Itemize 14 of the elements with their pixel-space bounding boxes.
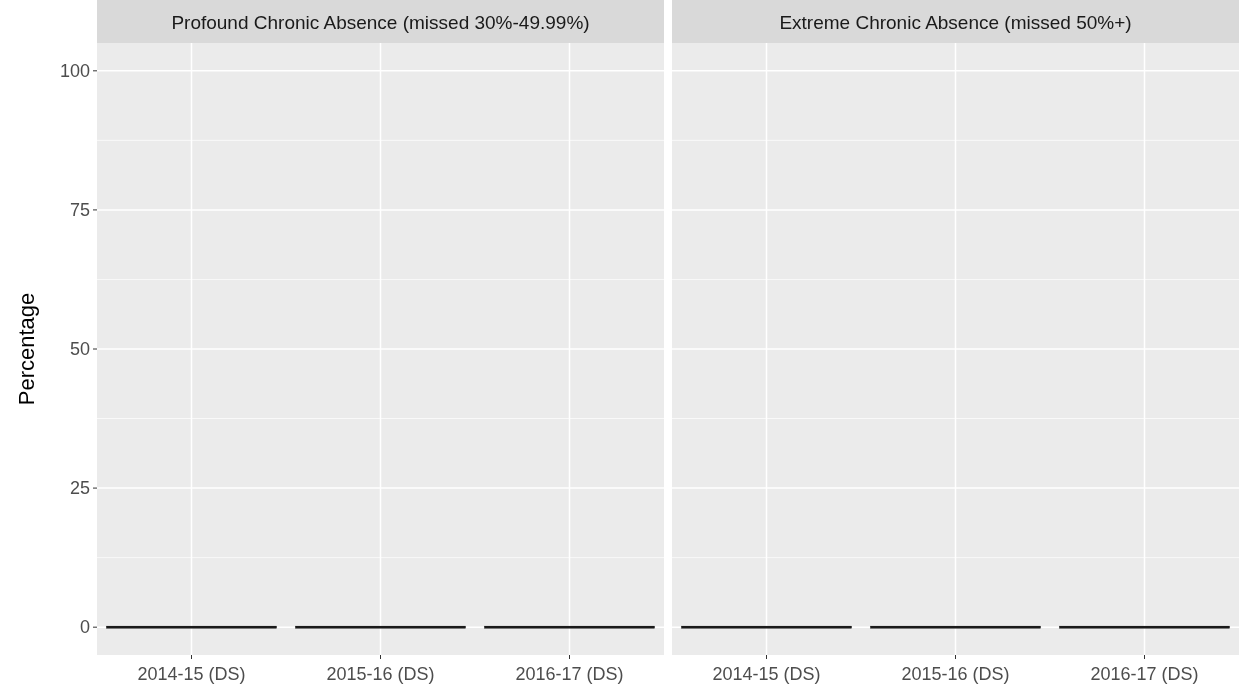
x-tick-label: 2014-15 (DS) <box>137 664 246 684</box>
y-tick-label: 75 <box>69 199 90 220</box>
y-tick-label: 50 <box>69 339 90 359</box>
x-tick-label: 2016-17 (DS) <box>515 664 624 684</box>
x-tick-label: 2015-16 (DS) <box>901 664 1010 684</box>
chart-title: Extreme Chronic Absence (missed 50%+) <box>779 11 1132 33</box>
x-tick-label: 2015-16 (DS) <box>326 664 435 684</box>
x-tick-label: 2014-15 (DS) <box>712 664 821 684</box>
chart-title: Profound Chronic Absence (missed 30%-49.99%) <box>171 11 590 33</box>
y-axis-title: Percentage <box>14 292 39 406</box>
y-tick-label: 0 <box>79 617 90 638</box>
y-tick-label: 25 <box>69 478 90 499</box>
x-tick-label: 2016-17 (DS) <box>1090 664 1199 684</box>
y-tick-label: 100 <box>59 60 90 81</box>
